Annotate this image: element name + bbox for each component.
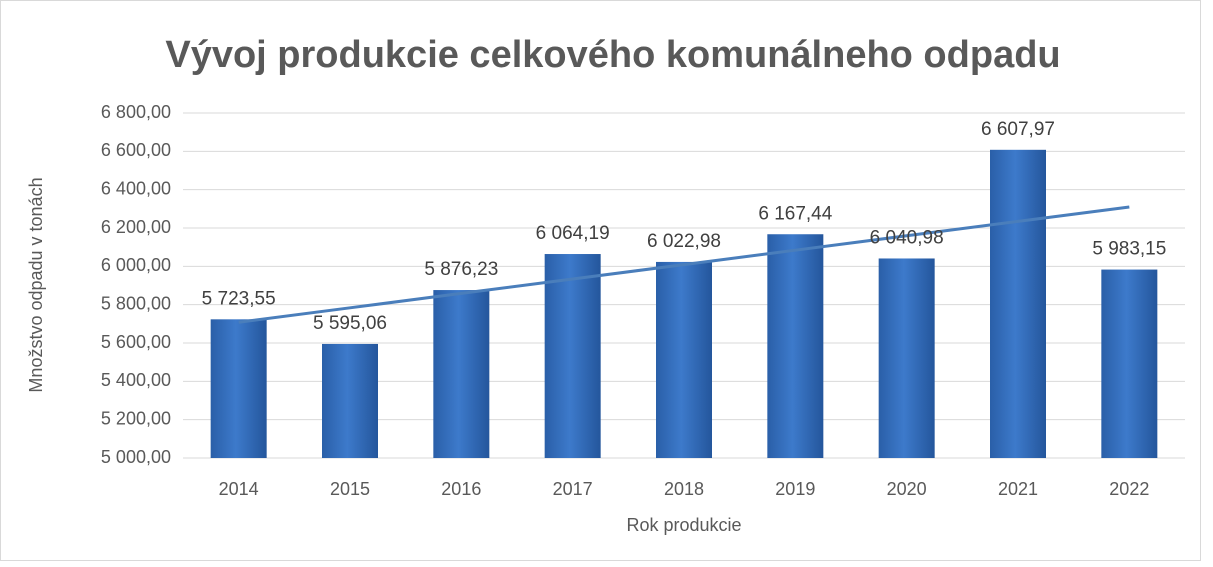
trend-line (238, 205, 1130, 324)
x-tick-label: 2017 (553, 479, 593, 499)
value-label: 5 983,15 (1092, 239, 1166, 260)
y-tick-label: 5 600,00 (101, 332, 171, 352)
value-label: 6 064,19 (536, 223, 610, 244)
value-label: 6 040,98 (870, 227, 944, 248)
x-tick-label: 2019 (775, 479, 815, 499)
x-tick-label: 2020 (887, 479, 927, 499)
bar (878, 258, 935, 458)
y-tick-label: 5 000,00 (101, 447, 171, 467)
y-axis-title: Množstvo odpadu v tonách (26, 177, 46, 392)
value-label: 6 607,97 (981, 119, 1055, 140)
value-label: 5 595,06 (313, 313, 387, 334)
bar (322, 343, 378, 458)
x-tick-label: 2016 (441, 479, 481, 499)
y-tick-label: 5 400,00 (101, 370, 171, 390)
x-tick-label: 2014 (219, 479, 259, 499)
bar (656, 261, 712, 458)
bar (544, 254, 601, 458)
x-tick-label: 2022 (1109, 479, 1149, 499)
value-label: 6 022,98 (647, 231, 721, 252)
y-tick-label: 6 000,00 (101, 255, 171, 275)
x-axis-title: Rok produkcie (626, 515, 741, 535)
x-tick-label: 2015 (330, 479, 370, 499)
y-tick-label: 5 200,00 (101, 408, 171, 428)
x-tick-label: 2021 (998, 479, 1038, 499)
value-label: 6 167,44 (758, 203, 832, 224)
y-tick-label: 6 800,00 (101, 102, 171, 122)
bar (210, 319, 267, 458)
chart-title: Vývoj produkcie celkového komunálneho od… (165, 34, 1060, 76)
value-label: 5 876,23 (424, 259, 498, 280)
y-tick-label: 6 200,00 (101, 217, 171, 237)
x-tick-label: 2018 (664, 479, 704, 499)
y-tick-label: 6 600,00 (101, 140, 171, 160)
y-tick-label: 5 800,00 (101, 293, 171, 313)
value-label: 5 723,55 (202, 288, 276, 309)
bar (990, 149, 1046, 458)
bar (433, 290, 490, 458)
bar (1101, 269, 1158, 458)
bar (767, 234, 824, 458)
y-tick-label: 6 400,00 (101, 178, 171, 198)
